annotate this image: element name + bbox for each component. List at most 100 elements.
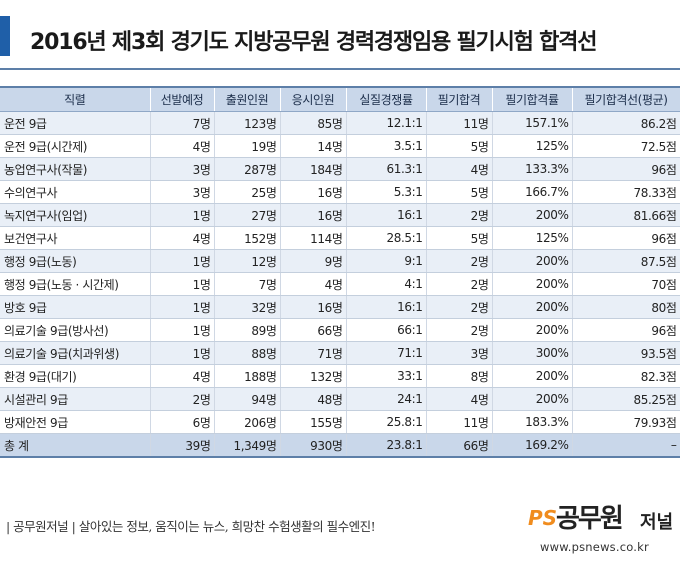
value-cell: 2명: [426, 203, 493, 227]
value-cell: 1명: [150, 318, 215, 342]
table-row: 방호 9급 1명 32명 16명 16:1 2명 200% 80점: [0, 295, 680, 319]
value-cell: 200%: [492, 249, 573, 273]
table-row: 수의연구사 3명 25명 16명 5.3:1 5명 166.7% 78.33점: [0, 180, 680, 204]
logo-ps-mark: PS: [528, 506, 558, 530]
value-cell: 72.5점: [572, 134, 680, 158]
value-cell: 33:1: [346, 364, 427, 388]
value-cell: 48명: [280, 387, 347, 411]
value-cell: 4명: [150, 364, 215, 388]
value-cell: 79.93점: [572, 410, 680, 434]
table-row: 환경 9급(대기) 4명 188명 132명 33:1 8명 200% 82.3점: [0, 364, 680, 388]
position-name-cell: 의료기술 9급(치과위생): [0, 341, 151, 365]
table-row: 의료기술 9급(치과위생) 1명 88명 71명 71:1 3명 300% 93.5점: [0, 341, 680, 365]
value-cell: 188명: [214, 364, 281, 388]
value-cell: 61.3:1: [346, 157, 427, 181]
value-cell: 3명: [150, 157, 215, 181]
position-name-cell: 녹지연구사(임업): [0, 203, 151, 227]
value-cell: 1명: [150, 249, 215, 273]
value-cell: 28.5:1: [346, 226, 427, 250]
value-cell: 3명: [150, 180, 215, 204]
value-cell: 16명: [280, 295, 347, 319]
value-cell: 2명: [426, 272, 493, 296]
value-cell: 94명: [214, 387, 281, 411]
value-cell: 200%: [492, 203, 573, 227]
value-cell: 4명: [150, 226, 215, 250]
value-cell: 9:1: [346, 249, 427, 273]
value-cell: 2명: [426, 249, 493, 273]
value-cell: 155명: [280, 410, 347, 434]
value-cell: 2명: [150, 387, 215, 411]
column-header: 응시인원: [280, 86, 347, 112]
position-name-cell: 환경 9급(대기): [0, 364, 151, 388]
value-cell: 12명: [214, 249, 281, 273]
total-value-cell: –: [572, 433, 680, 458]
value-cell: 5명: [426, 180, 493, 204]
total-value-cell: 23.8:1: [346, 433, 427, 458]
value-cell: 6명: [150, 410, 215, 434]
value-cell: 66:1: [346, 318, 427, 342]
column-header: 필기합격률: [492, 86, 573, 112]
value-cell: 3명: [426, 341, 493, 365]
value-cell: 4:1: [346, 272, 427, 296]
value-cell: 8명: [426, 364, 493, 388]
position-name-cell: 농업연구사(작물): [0, 157, 151, 181]
value-cell: 78.33점: [572, 180, 680, 204]
value-cell: 200%: [492, 272, 573, 296]
value-cell: 300%: [492, 341, 573, 365]
position-name-cell: 시설관리 9급: [0, 387, 151, 411]
column-header: 선발예정: [150, 86, 215, 112]
table-row: 시설관리 9급 2명 94명 48명 24:1 4명 200% 85.25점: [0, 387, 680, 411]
value-cell: 86.2점: [572, 111, 680, 135]
value-cell: 4명: [426, 387, 493, 411]
value-cell: 123명: [214, 111, 281, 135]
position-name-cell: 보건연구사: [0, 226, 151, 250]
position-name-cell: 방호 9급: [0, 295, 151, 319]
site-url-link[interactable]: www.psnews.co.kr: [540, 540, 649, 554]
value-cell: 5명: [426, 226, 493, 250]
value-cell: 287명: [214, 157, 281, 181]
total-value-cell: 39명: [150, 433, 215, 458]
total-value-cell: 169.2%: [492, 433, 573, 458]
psnews-logo[interactable]: PS 공무원 저널: [528, 496, 678, 536]
value-cell: 200%: [492, 387, 573, 411]
value-cell: 200%: [492, 295, 573, 319]
value-cell: 166.7%: [492, 180, 573, 204]
position-name-cell: 방재안전 9급: [0, 410, 151, 434]
value-cell: 152명: [214, 226, 281, 250]
value-cell: 125%: [492, 226, 573, 250]
value-cell: 1명: [150, 341, 215, 365]
table-row: 행정 9급(노동) 1명 12명 9명 9:1 2명 200% 87.5점: [0, 249, 680, 273]
value-cell: 85.25점: [572, 387, 680, 411]
position-name-cell: 의료기술 9급(방사선): [0, 318, 151, 342]
value-cell: 200%: [492, 364, 573, 388]
position-name-cell: 수의연구사: [0, 180, 151, 204]
column-header: 직렬: [0, 86, 151, 112]
value-cell: 3.5:1: [346, 134, 427, 158]
table-row: 보건연구사 4명 152명 114명 28.5:1 5명 125% 96점: [0, 226, 680, 250]
value-cell: 25명: [214, 180, 281, 204]
value-cell: 2명: [426, 295, 493, 319]
title-divider: [0, 68, 680, 70]
value-cell: 16:1: [346, 295, 427, 319]
logo-sub: 저널: [640, 512, 674, 533]
value-cell: 96점: [572, 157, 680, 181]
value-cell: 16:1: [346, 203, 427, 227]
table-row: 방재안전 9급 6명 206명 155명 25.8:1 11명 183.3% 79.93점: [0, 410, 680, 434]
value-cell: 1명: [150, 203, 215, 227]
value-cell: 96점: [572, 318, 680, 342]
footer-tagline: | 공무원저널 | 살아있는 정보, 움직이는 뉴스, 희망찬 수험생활의 필수…: [6, 519, 376, 534]
value-cell: 7명: [214, 272, 281, 296]
value-cell: 93.5점: [572, 341, 680, 365]
value-cell: 16명: [280, 180, 347, 204]
value-cell: 183.3%: [492, 410, 573, 434]
header: 2016년 제3회 경기도 지방공무원 경력경쟁임용 필기시험 합격선: [0, 0, 680, 70]
value-cell: 9명: [280, 249, 347, 273]
value-cell: 133.3%: [492, 157, 573, 181]
total-value-cell: 930명: [280, 433, 347, 458]
value-cell: 71:1: [346, 341, 427, 365]
total-value-cell: 66명: [426, 433, 493, 458]
table-header-row: 직렬 선발예정 출원인원 응시인원 실질경쟁률 필기합격 필기합격률 필기합격선(평균): [0, 86, 680, 112]
total-label-cell: 총 계: [0, 433, 151, 458]
value-cell: 87.5점: [572, 249, 680, 273]
value-cell: 32명: [214, 295, 281, 319]
